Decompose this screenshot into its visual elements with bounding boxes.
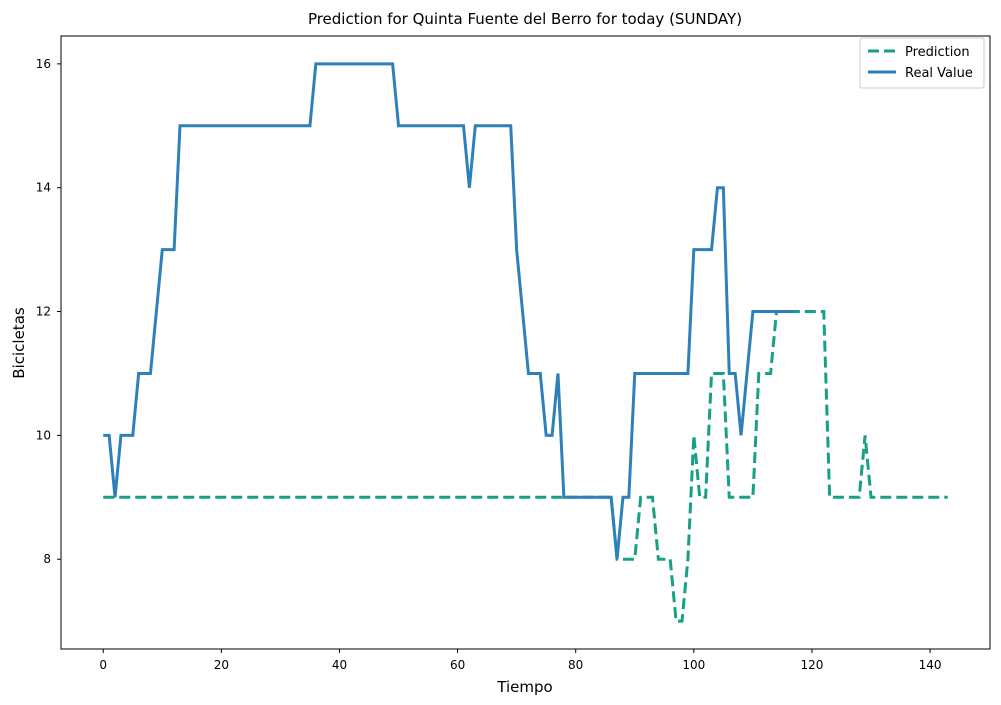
- y-tick-label: 14: [36, 181, 51, 195]
- y-tick-label: 10: [36, 428, 51, 442]
- x-tick-label: 120: [800, 658, 823, 672]
- x-tick-label: 20: [214, 658, 229, 672]
- x-axis-ticks: 0 20 40 60 80 100 120 140: [99, 649, 942, 672]
- y-tick-label: 12: [36, 305, 51, 319]
- y-axis-title: Bicicletas: [10, 307, 28, 379]
- series-line-prediction: [103, 310, 948, 623]
- x-tick-label: 40: [332, 658, 347, 672]
- chart-title: Prediction for Quinta Fuente del Berro f…: [308, 10, 742, 28]
- legend-label-prediction: Prediction: [905, 45, 970, 60]
- series-line-real-value: [103, 62, 795, 560]
- x-tick-label: 80: [568, 658, 583, 672]
- y-tick-label: 16: [36, 57, 51, 71]
- y-tick-label: 8: [43, 552, 51, 566]
- x-tick-label: 140: [919, 658, 942, 672]
- legend-label-real-value: Real Value: [905, 66, 973, 81]
- x-tick-label: 100: [682, 658, 705, 672]
- x-axis-title: Tiempo: [496, 678, 552, 696]
- y-axis-ticks: 8 10 12 14 16: [36, 57, 61, 566]
- x-tick-label: 60: [450, 658, 465, 672]
- x-tick-label: 0: [99, 658, 107, 672]
- legend: Prediction Real Value: [859, 37, 985, 89]
- series-layer: [103, 62, 948, 623]
